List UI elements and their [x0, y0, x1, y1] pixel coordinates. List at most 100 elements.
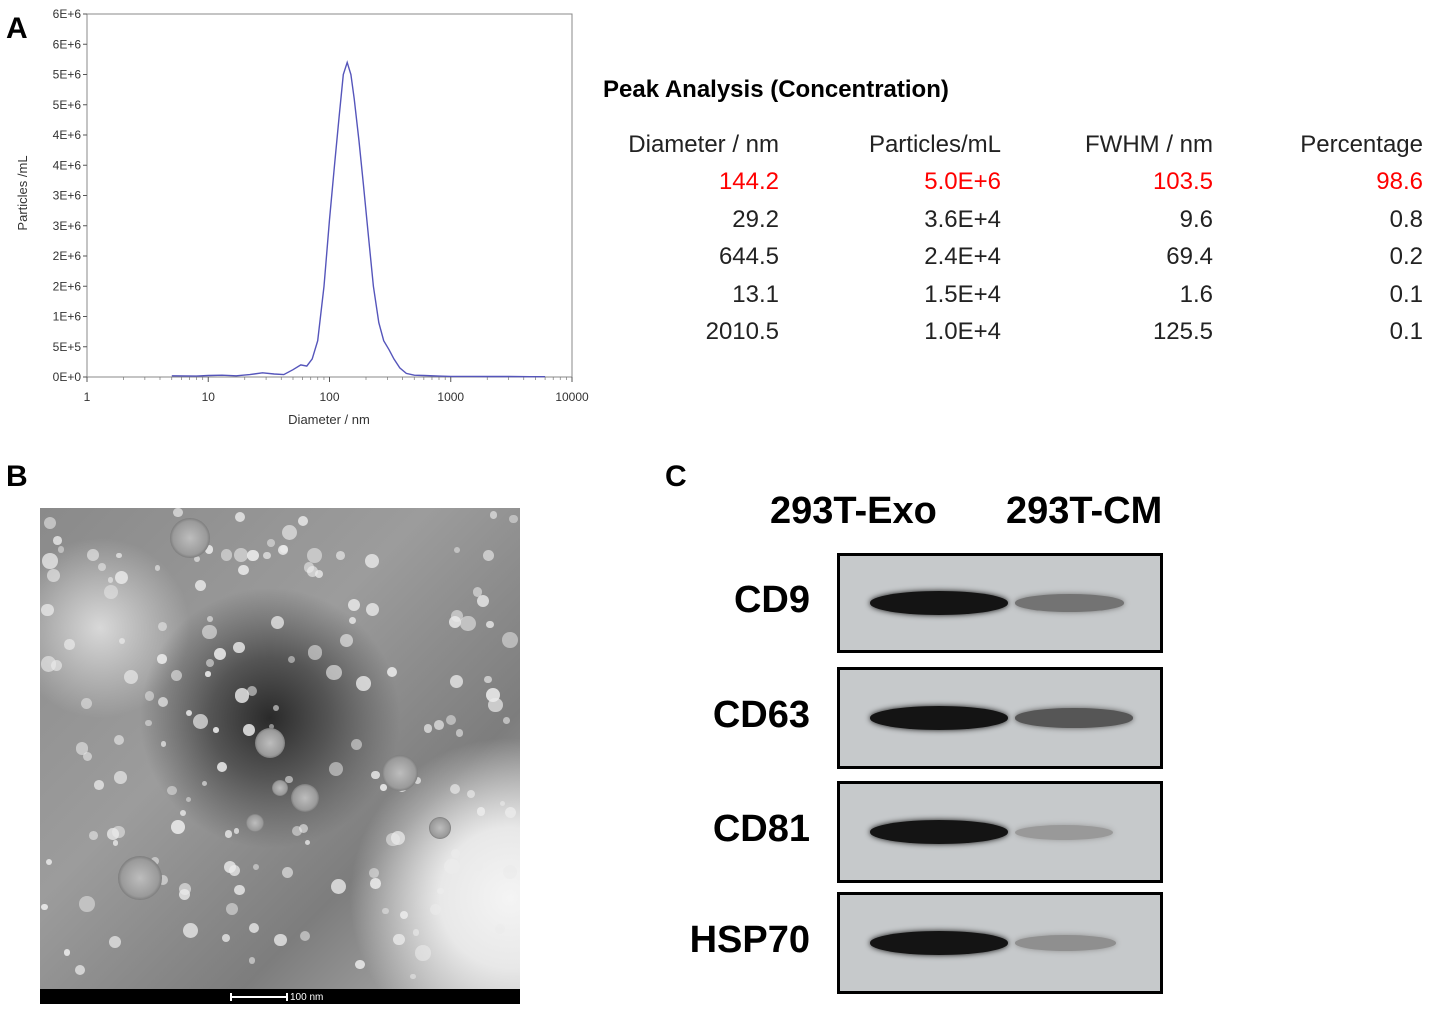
vesicle: [221, 933, 230, 943]
table-cell: 13.1: [732, 280, 779, 308]
y-tick-label: 5E+6: [53, 98, 82, 112]
vesicle: [234, 884, 245, 896]
vesicle: [179, 809, 187, 817]
vesicle: [247, 685, 258, 696]
vesicle: [355, 959, 365, 970]
vesicle: [118, 637, 126, 645]
vesicle: [499, 800, 505, 806]
vesicle: [233, 828, 240, 834]
vesicle: [233, 641, 245, 654]
vesicle: [107, 577, 114, 584]
vesicle: [201, 780, 207, 786]
vesicle: [331, 879, 347, 895]
chart-series: [171, 60, 546, 378]
exosome-vesicle: [272, 780, 288, 796]
vesicle: [195, 580, 207, 592]
vesicle: [82, 752, 92, 762]
vesicle: [171, 820, 185, 834]
vesicle: [347, 599, 360, 612]
table-cell: 98.6: [1376, 168, 1423, 196]
vesicle: [502, 865, 517, 880]
peak-analysis-table: Diameter / nm Particles/mL FWHM / nm Per…: [603, 126, 1423, 351]
x-tick-label: 100: [319, 390, 339, 404]
table-cell: 69.4: [1166, 243, 1213, 271]
vesicle: [298, 515, 309, 526]
vesicle: [185, 710, 193, 717]
size-distribution-chart: 0E+0 5E+5 1E+6 2E+6 2E+6 3E+6 3E+6 4E+6 4E+6 5E+6…: [15, 7, 589, 427]
vesicle: [307, 645, 323, 660]
header-fwhm: FWHM / nm: [1085, 130, 1213, 158]
y-tick-label: 6E+6: [53, 37, 82, 51]
vesicle: [247, 550, 259, 562]
vesicle: [224, 830, 233, 838]
y-tick-label: 3E+6: [53, 189, 82, 203]
vesicle: [108, 935, 121, 948]
vesicle: [220, 548, 233, 561]
vesicle: [42, 553, 59, 569]
vesicle: [446, 715, 456, 726]
vesicle: [304, 839, 311, 846]
vesicle: [78, 896, 95, 912]
vesicle: [262, 551, 271, 560]
vesicle: [459, 615, 476, 632]
vesicle: [382, 908, 389, 915]
table-cell: 0.1: [1389, 318, 1423, 346]
y-tick-label: 3E+6: [53, 219, 82, 233]
vesicle: [155, 565, 161, 571]
vesicle: [484, 675, 492, 684]
vesicle: [485, 687, 501, 703]
vesicle: [489, 511, 498, 520]
vesicle: [248, 957, 256, 964]
vesicle: [370, 770, 380, 780]
vesicle: [466, 789, 475, 798]
y-tick-label: 4E+6: [53, 128, 82, 142]
marker-label: CD81: [712, 808, 810, 850]
vesicle: [157, 621, 167, 631]
vesicle: [80, 697, 93, 710]
table-row: 2010.5 1.0E+4 125.5 0.1: [603, 314, 1423, 352]
table-cell: 103.5: [1152, 168, 1213, 196]
table-cell: 125.5: [1152, 318, 1213, 346]
vesicle: [412, 929, 420, 936]
vesicle: [205, 671, 211, 677]
vesicle: [387, 666, 398, 677]
marker-label: CD63: [712, 694, 810, 736]
vesicle: [449, 674, 463, 688]
y-tick-label: 4E+6: [53, 158, 82, 172]
vesicle: [350, 738, 363, 751]
exosome-vesicle: [291, 784, 319, 812]
vesicle: [104, 585, 118, 600]
table-row: 13.1 1.5E+4 1.6 0.1: [603, 276, 1423, 314]
vesicle: [300, 931, 311, 942]
y-tick-label: 1E+6: [53, 310, 82, 324]
vesicle: [281, 524, 298, 541]
vesicle: [274, 934, 287, 947]
vesicle: [201, 624, 217, 640]
vesicle: [253, 863, 260, 870]
vesicle: [315, 569, 324, 578]
vesicle: [113, 734, 124, 746]
vesicle: [455, 729, 464, 737]
vesicle: [505, 806, 517, 818]
vesicle: [233, 548, 248, 563]
vesicle: [158, 875, 169, 886]
vesicle: [217, 761, 228, 772]
vesicle: [160, 741, 167, 748]
vesicle: [57, 546, 65, 554]
vesicle: [192, 713, 209, 730]
table-cell: 1.5E+4: [924, 280, 1001, 308]
vesicle: [391, 830, 406, 845]
vesicle: [400, 911, 409, 920]
vesicle: [326, 664, 342, 681]
marker-label: HSP70: [689, 919, 810, 961]
y-axis-label: Particles /mL: [15, 155, 30, 230]
table-cell: 0.2: [1389, 243, 1423, 271]
vesicle: [303, 562, 314, 573]
table-cell: 29.2: [732, 205, 779, 233]
vesicle: [145, 719, 152, 727]
vesicle: [448, 616, 461, 629]
vesicle: [115, 552, 122, 559]
vesicle: [51, 660, 63, 672]
vesicle: [86, 549, 99, 562]
vesicle: [476, 594, 490, 608]
